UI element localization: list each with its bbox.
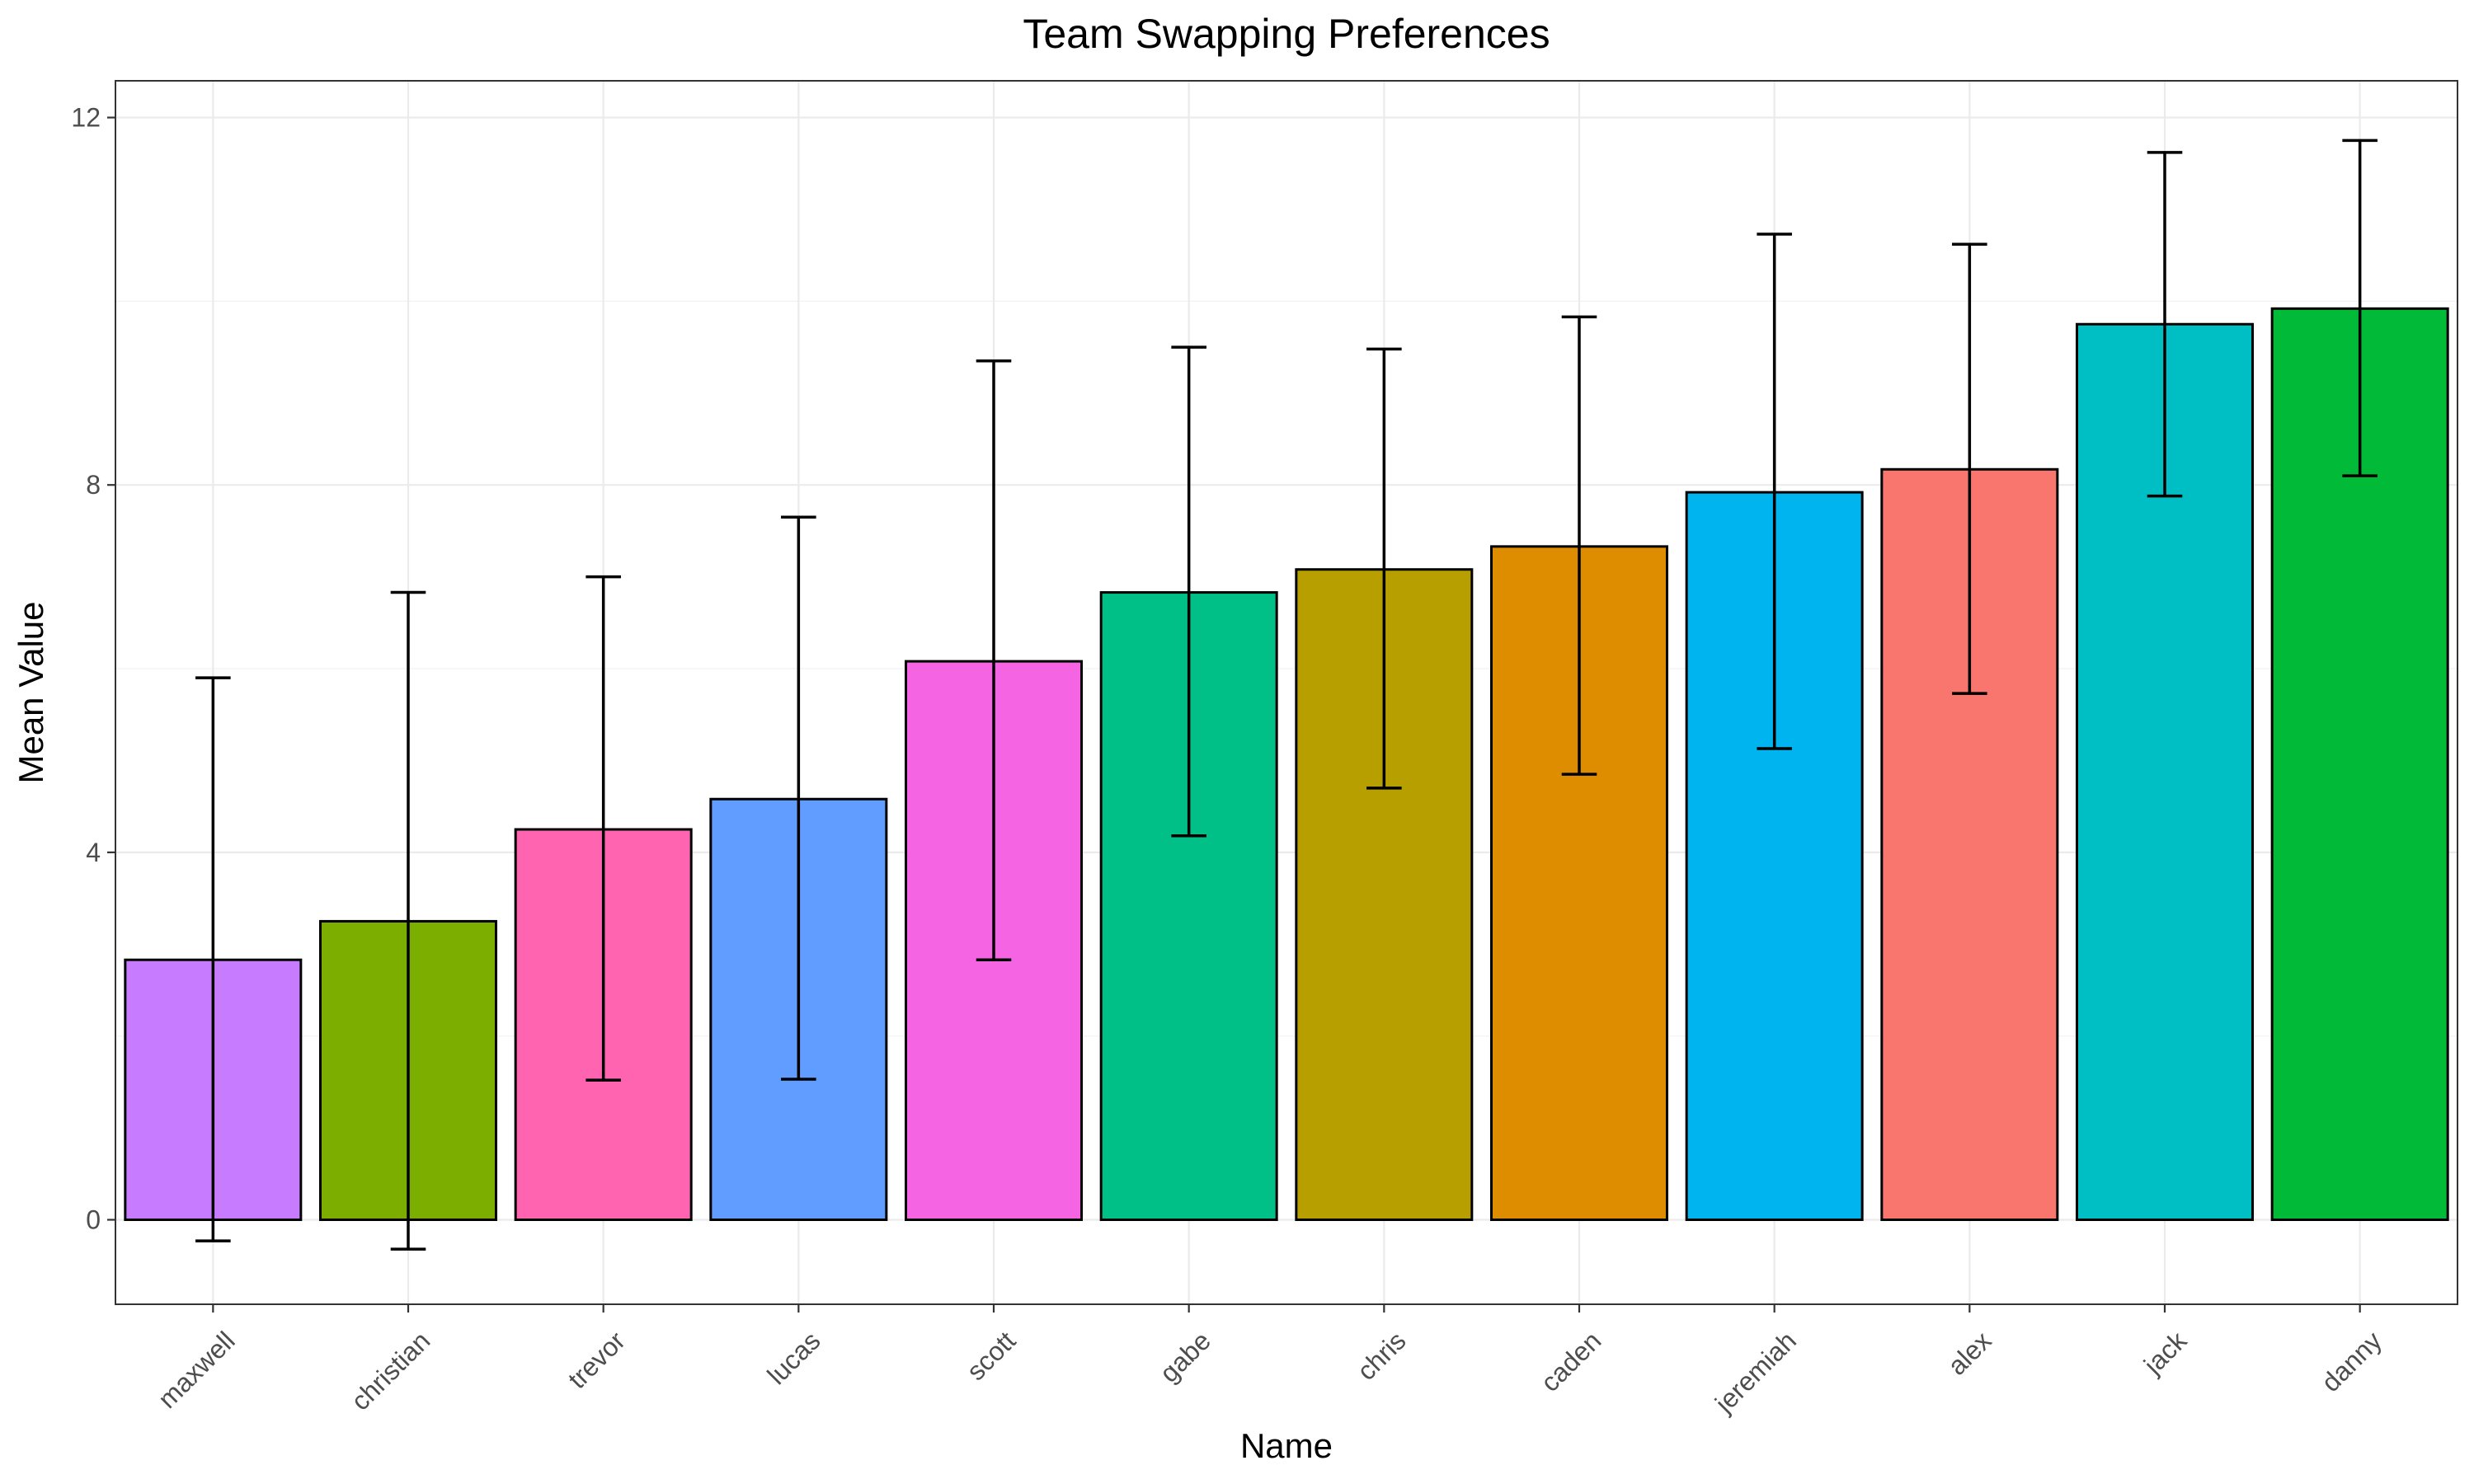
error-bar-gabe xyxy=(1171,345,1206,838)
error-bar-jeremiah xyxy=(1757,232,1792,750)
error-bars xyxy=(195,139,2378,1251)
y-tick-label: 12 xyxy=(71,103,101,133)
y-tick-label: 4 xyxy=(86,838,101,867)
error-bar-lucas xyxy=(781,515,816,1081)
y-axis-title: Mean Value xyxy=(12,601,50,783)
y-tick-label: 8 xyxy=(86,470,101,500)
panel-border xyxy=(115,80,2458,1305)
error-bar-caden xyxy=(1561,315,1597,776)
chart-title: Team Swapping Preferences xyxy=(1023,11,1550,57)
error-bar-scott xyxy=(976,359,1012,961)
error-bar-danny xyxy=(2342,139,2378,477)
error-bar-chris xyxy=(1366,347,1402,790)
error-bar-jack xyxy=(2147,151,2183,498)
error-bar-trevor xyxy=(586,575,621,1082)
error-bar-maxwell xyxy=(195,676,231,1242)
error-bar-alex xyxy=(1952,242,1987,695)
x-axis-title: Name xyxy=(1240,1426,1333,1465)
bar-jeremiah xyxy=(1685,491,1864,1222)
error-bar-christian xyxy=(390,590,426,1251)
y-axis: 0 4 8 12 xyxy=(71,103,115,1235)
y-tick-label: 0 xyxy=(86,1205,101,1235)
